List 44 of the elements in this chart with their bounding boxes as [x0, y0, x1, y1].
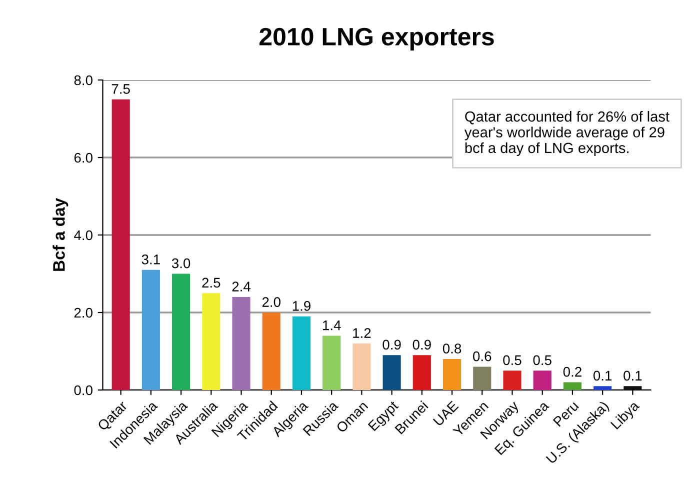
data-label: 2.4 [232, 282, 251, 292]
bar [442, 359, 462, 390]
data-label: 0.9 [382, 340, 401, 350]
data-label: 0.5 [533, 355, 552, 366]
bar [232, 297, 250, 390]
bar [202, 293, 220, 390]
bar [533, 370, 552, 390]
bar [112, 99, 130, 390]
y-tick-label: 0.0 [74, 385, 92, 396]
bar [563, 382, 582, 390]
bar [412, 355, 431, 390]
bar [352, 344, 371, 390]
data-label: 2.0 [262, 297, 280, 307]
data-label: 0.6 [473, 351, 492, 362]
annotation: Qatar accounted for 26% of last year's worldwide average of 29 bcf a day of LNG exports. [464, 111, 670, 156]
data-label: 1.2 [353, 328, 371, 338]
data-label: 7.5 [112, 84, 130, 94]
bar [172, 274, 190, 390]
data-label: 0.2 [563, 366, 582, 377]
bar [594, 386, 612, 390]
data-label: 0.1 [593, 370, 612, 381]
y-tick-label: 6.0 [74, 152, 92, 163]
bar [322, 336, 341, 390]
y-tick-label: 4.0 [74, 230, 92, 240]
bar [473, 366, 492, 390]
y-tick-label: 8.0 [74, 75, 92, 86]
bar [292, 316, 311, 390]
data-label: 0.1 [624, 370, 642, 381]
data-label: 1.9 [292, 301, 310, 311]
y-tick-label: 2.0 [74, 308, 92, 318]
bar [142, 270, 160, 390]
data-label: 0.8 [442, 344, 462, 354]
data-label: 2.5 [202, 278, 220, 288]
bar [503, 370, 522, 390]
bar [382, 355, 401, 390]
chart-title: 2010 LNG exporters [260, 28, 494, 50]
y-axis-title: Bcf a day [52, 198, 68, 271]
data-label: 1.4 [322, 320, 341, 330]
data-label: 3.1 [142, 254, 160, 264]
bar [262, 312, 280, 390]
bar [624, 386, 642, 390]
data-label: 0.9 [412, 340, 431, 350]
data-label: 0.5 [503, 355, 522, 366]
data-label: 3.0 [172, 258, 190, 268]
